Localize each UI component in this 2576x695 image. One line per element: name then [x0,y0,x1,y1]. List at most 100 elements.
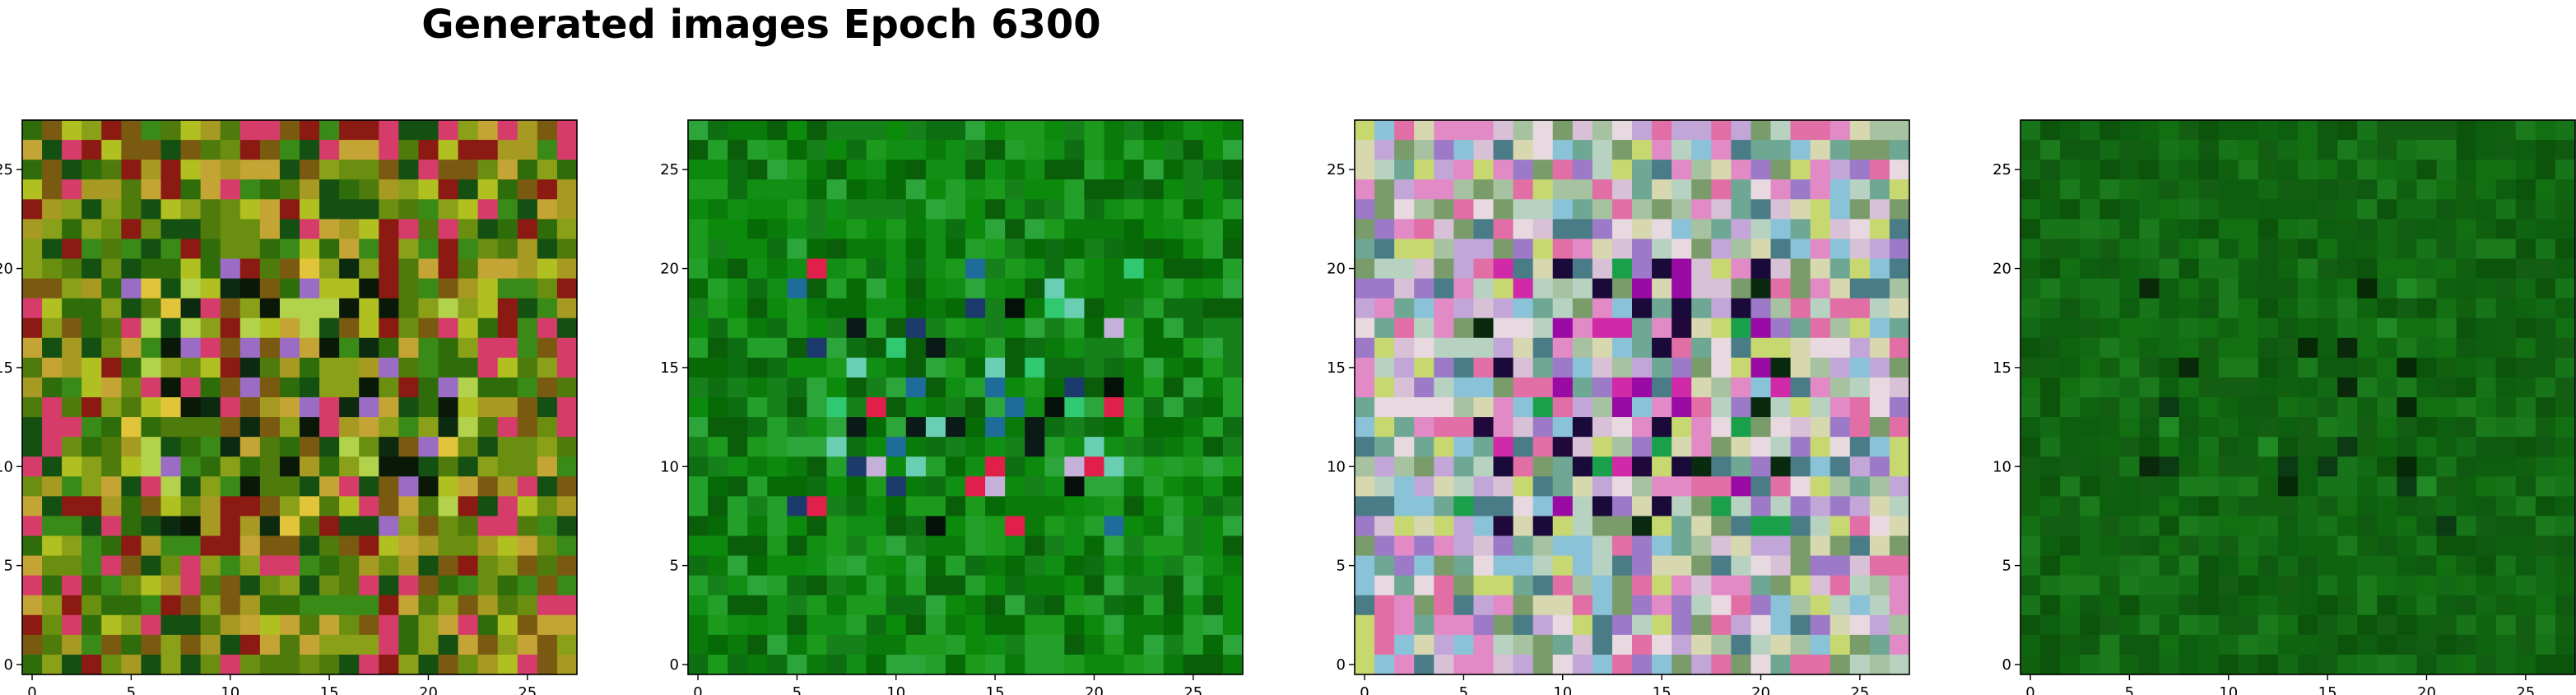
pixel-cell [985,535,1006,557]
pixel-cell [1611,357,1633,378]
pixel-cell [141,298,162,319]
pixel-cell [1751,476,1772,497]
pixel-cell [180,516,202,537]
pixel-cell [1751,120,1772,141]
pixel-cell [81,298,102,319]
pixel-cell [1414,239,1434,260]
pixel-cell [2535,298,2556,319]
pixel-cell [1202,219,1224,240]
pixel-cell [1355,496,1375,517]
pixel-cell [886,120,907,141]
pixel-cell [2277,258,2299,280]
pixel-cell [1770,456,1792,477]
pixel-cell [438,397,459,418]
pixel-cell [1830,614,1851,636]
pixel-cell [1513,476,1534,497]
pixel-cell [2159,120,2180,141]
pixel-cell [1572,377,1593,398]
pixel-cell [81,357,102,378]
pixel-cell [2337,179,2358,200]
pixel-cell [1025,595,1045,616]
pixel-cell [2040,199,2061,220]
pixel-cell [2456,140,2477,160]
pixel-cell [2238,535,2259,557]
pixel-cell [2020,614,2041,636]
pixel-cell [81,377,102,398]
pixel-cell [965,437,986,457]
pixel-cell [1355,357,1375,378]
pixel-cell [2159,634,2180,656]
pixel-cell [1374,377,1395,398]
pixel-cell [2060,317,2081,339]
pixel-cell [1453,634,1475,656]
pixel-cell [2436,140,2457,160]
pixel-cell [1652,140,1672,160]
pixel-cell [1572,140,1593,160]
pixel-cell [2020,317,2041,339]
pixel-cell [359,535,379,557]
pixel-cell [905,634,927,656]
pixel-cell [1394,456,1415,477]
pixel-cell [1183,337,1204,359]
pixel-cell [965,120,986,141]
pixel-cell [497,437,518,457]
pixel-cell [945,179,966,200]
pixel-cell [2040,397,2061,418]
pixel-cell [319,614,340,636]
pixel-cell [2476,496,2497,517]
pixel-cell [1751,199,1772,220]
pixel-cell [2377,654,2397,675]
pixel-cell [160,654,182,675]
pixel-cell [1374,595,1395,616]
pixel-cell [1711,160,1732,180]
pixel-cell [339,239,360,260]
pixel-cell [1374,417,1395,438]
pixel-cell [2397,575,2418,596]
pixel-cell [807,357,828,378]
pixel-cell [1064,120,1086,141]
pixel-cell [1163,258,1184,280]
pixel-cell [319,634,340,656]
pixel-cell [905,278,927,299]
pixel-cell [160,516,182,537]
pixel-cell [239,476,261,497]
pixel-cell [339,575,360,596]
pixel-cell [1672,437,1692,457]
pixel-cell [1731,437,1752,457]
pixel-cell [2178,397,2200,418]
pixel-cell [279,160,300,180]
pixel-cell [2416,120,2438,141]
pixel-cell [1202,377,1224,398]
pixel-cell [300,337,320,359]
pixel-cell [1513,160,1534,180]
pixel-cell [1552,535,1574,557]
pixel-cell [1064,535,1086,557]
pixel-cell [1751,179,1772,200]
pixel-cell [1830,357,1851,378]
pixel-cell [22,160,43,180]
pixel-cell [1770,278,1792,299]
pixel-cell [418,298,439,319]
pixel-cell [2198,120,2220,141]
pixel-cell [418,535,439,557]
pixel-cell [81,476,102,497]
pixel-cell [846,397,867,418]
pixel-cell [866,456,887,477]
pixel-cell [477,258,499,280]
pixel-cell [1434,219,1454,240]
pixel-cell [81,140,102,160]
pixel-cell [2020,496,2041,517]
pixel-cell [1532,160,1554,180]
pixel-cell [1672,199,1692,220]
pixel-cell [200,595,221,616]
pixel-cell [1672,535,1692,557]
pixel-cell [2198,337,2220,359]
pixel-cell [2218,654,2239,675]
pixel-cell [2495,535,2517,557]
pixel-cell [62,357,82,378]
pixel-cell [556,179,578,200]
pixel-cell [1691,516,1712,537]
pixel-cell [418,179,439,200]
pixel-cell [418,417,439,438]
pixel-cell [1810,179,1831,200]
